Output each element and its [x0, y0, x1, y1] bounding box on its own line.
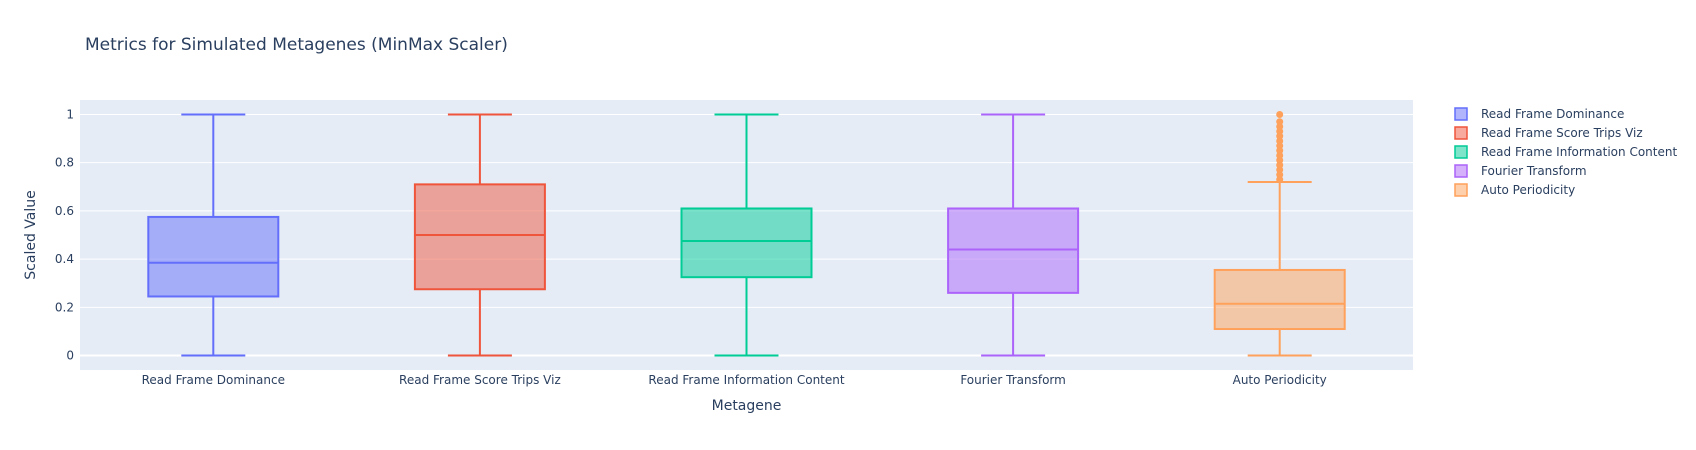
- y-tick-label: 1: [66, 107, 74, 121]
- legend-item[interactable]: Read Frame Dominance: [1454, 107, 1624, 121]
- y-axis-title: Scaled Value: [23, 190, 39, 279]
- y-axis-ticks: 0 0.2 0.4 0.6 0.8 1: [55, 107, 74, 362]
- legend-item[interactable]: Read Frame Score Trips Viz: [1454, 126, 1643, 140]
- outlier-point: [1276, 110, 1284, 118]
- outlier-point: [1276, 132, 1284, 140]
- y-tick-label: 0.8: [55, 156, 74, 170]
- legend-label: Read Frame Information Content: [1481, 145, 1677, 159]
- y-tick-label: 0: [66, 349, 74, 363]
- legend-swatch: [1454, 164, 1468, 178]
- box-4[interactable]: [947, 113, 1080, 357]
- x-tick-label: Read Frame Dominance: [142, 373, 285, 387]
- outlier-point: [1276, 166, 1284, 174]
- outlier-point: [1276, 161, 1284, 169]
- x-tick-label: Auto Periodicity: [1233, 373, 1327, 387]
- outlier-point: [1276, 142, 1284, 150]
- iqr-box: [147, 215, 280, 298]
- legend-swatch: [1454, 126, 1468, 140]
- legend-item[interactable]: Auto Periodicity: [1454, 183, 1575, 197]
- chart-title: Metrics for Simulated Metagenes (MinMax …: [85, 35, 508, 55]
- box-1[interactable]: [147, 113, 280, 357]
- legend-swatch: [1454, 107, 1468, 121]
- legend-label: Read Frame Dominance: [1481, 107, 1624, 121]
- boxes: [147, 110, 1346, 357]
- legend-item[interactable]: Fourier Transform: [1454, 164, 1587, 178]
- outlier-point: [1276, 118, 1284, 126]
- outlier-point: [1276, 127, 1284, 135]
- x-tick-label: Read Frame Information Content: [648, 373, 844, 387]
- x-axis-ticks: Read Frame Dominance Read Frame Score Tri…: [142, 373, 1327, 387]
- iqr-box: [413, 183, 546, 291]
- outlier-point: [1276, 156, 1284, 164]
- iqr-box: [680, 207, 813, 279]
- outlier-point: [1276, 147, 1284, 155]
- iqr-box: [947, 207, 1080, 294]
- outlier-point: [1276, 123, 1284, 131]
- legend-label: Read Frame Score Trips Viz: [1481, 126, 1643, 140]
- legend-label: Auto Periodicity: [1481, 183, 1575, 197]
- x-axis-title: Metagene: [712, 398, 782, 414]
- outlier-point: [1276, 137, 1284, 145]
- box-3[interactable]: [680, 113, 813, 357]
- x-tick-label: Read Frame Score Trips Viz: [399, 373, 561, 387]
- y-tick-label: 0.2: [55, 300, 74, 314]
- legend-label: Fourier Transform: [1481, 164, 1587, 178]
- iqr-box: [1213, 268, 1346, 331]
- box-5[interactable]: [1213, 110, 1346, 357]
- legend-swatch: [1454, 145, 1468, 159]
- outlier-point: [1276, 171, 1284, 179]
- x-tick-label: Fourier Transform: [960, 373, 1066, 387]
- y-tick-label: 0.4: [55, 252, 74, 266]
- legend-item[interactable]: Read Frame Information Content: [1454, 145, 1677, 159]
- y-tick-label: 0.6: [55, 204, 74, 218]
- legend[interactable]: Read Frame Dominance Read Frame Score Tri…: [1454, 107, 1677, 197]
- legend-swatch: [1454, 183, 1468, 197]
- box-2[interactable]: [413, 113, 546, 357]
- outlier-point: [1276, 151, 1284, 159]
- outlier-point: [1276, 176, 1284, 184]
